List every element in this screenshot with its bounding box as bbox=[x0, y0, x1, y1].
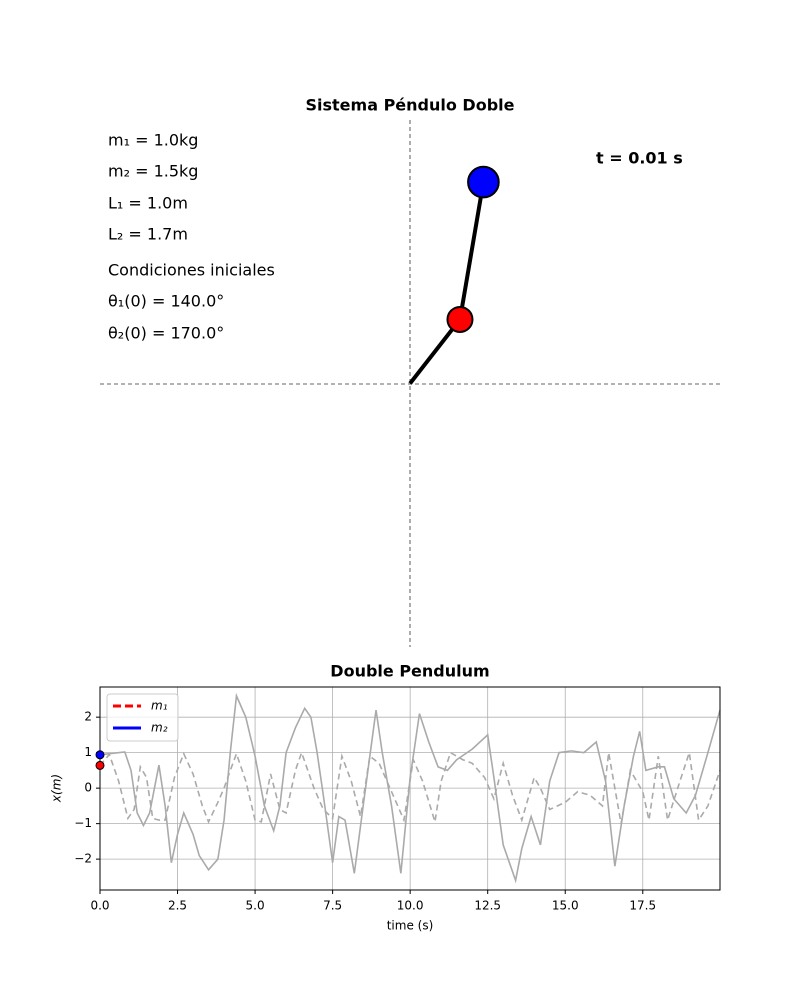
x-tick-label: 2.5 bbox=[168, 899, 187, 913]
condition: θ₂(0) = 170.0° bbox=[108, 324, 224, 343]
y-tick-label: −1 bbox=[74, 816, 92, 830]
parameter: m₁ = 1.0kg bbox=[108, 131, 198, 150]
condition: θ₁(0) = 140.0° bbox=[108, 292, 224, 311]
parameter: L₁ = 1.0m bbox=[108, 194, 188, 213]
x-tick-label: 10.0 bbox=[397, 899, 424, 913]
parameter: L₂ = 1.7m bbox=[108, 225, 188, 244]
legend-label: m₁ bbox=[151, 699, 168, 713]
x-tick-label: 15.0 bbox=[552, 899, 579, 913]
plot-frame bbox=[99, 686, 721, 891]
current-point bbox=[95, 760, 105, 770]
mass bbox=[446, 305, 474, 333]
mass bbox=[467, 165, 500, 199]
x-tick-label: 0.0 bbox=[90, 899, 109, 913]
trace bbox=[99, 692, 721, 884]
x-tick-label: 17.5 bbox=[629, 899, 656, 913]
y-axis-label: x(m) bbox=[50, 774, 64, 803]
legend-label: m₂ bbox=[151, 721, 168, 735]
y-tick-label: 2 bbox=[84, 710, 92, 724]
current-point bbox=[95, 750, 105, 760]
y-tick-label: 0 bbox=[84, 781, 92, 795]
conditions-title: Condiciones iniciales bbox=[108, 261, 275, 280]
x-tick-label: 7.5 bbox=[323, 899, 342, 913]
y-tick-label: −2 bbox=[74, 852, 92, 866]
x-axis-label: time (s) bbox=[387, 919, 434, 933]
pendulum-title: Sistema Péndulo Doble bbox=[306, 96, 515, 115]
x-tick-label: 12.5 bbox=[474, 899, 501, 913]
trace bbox=[99, 750, 721, 824]
y-tick-label: 1 bbox=[84, 745, 92, 759]
line-title: Double Pendulum bbox=[330, 662, 489, 681]
time-label: t = 0.01 s bbox=[596, 149, 683, 168]
parameter: m₂ = 1.5kg bbox=[108, 162, 198, 181]
x-tick-label: 5.0 bbox=[246, 899, 265, 913]
